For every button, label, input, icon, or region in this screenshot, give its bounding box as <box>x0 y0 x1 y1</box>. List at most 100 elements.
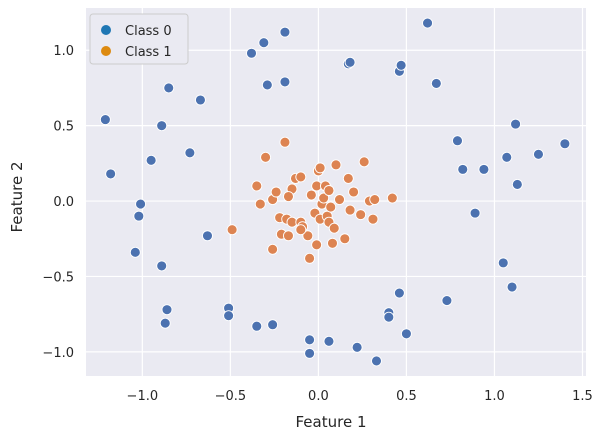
point-class-0 <box>511 179 523 190</box>
point-class-1 <box>251 180 263 192</box>
point-class-1 <box>260 151 272 163</box>
point-class-0 <box>161 304 173 316</box>
legend: Class 0 Class 1 <box>89 13 189 65</box>
point-class-0 <box>156 260 168 272</box>
point-class-1 <box>325 201 337 213</box>
point-class-0 <box>267 319 279 331</box>
point-class-0 <box>351 341 363 353</box>
x-tick-label: 0.5 <box>396 389 417 404</box>
point-class-0 <box>441 295 453 307</box>
point-class-0 <box>163 82 175 94</box>
point-class-1 <box>323 185 335 196</box>
legend-marker-class-1 <box>101 46 111 56</box>
x-tick-label: 1.0 <box>484 389 505 404</box>
point-class-0 <box>393 287 405 299</box>
point-class-0 <box>478 163 490 175</box>
point-class-0 <box>457 163 469 175</box>
point-class-1 <box>355 209 367 221</box>
y-tick-label: 0.0 <box>53 195 74 210</box>
plot-area <box>86 8 586 376</box>
point-class-0 <box>133 210 145 222</box>
point-class-0 <box>279 76 291 88</box>
point-class-1 <box>267 243 279 255</box>
point-class-0 <box>145 154 157 166</box>
y-axis-ticks: −1.0 −0.5 0.0 0.5 1.0 <box>42 44 74 361</box>
point-class-0 <box>202 230 213 242</box>
point-class-0 <box>246 47 257 59</box>
point-class-0 <box>469 207 481 219</box>
point-class-0 <box>430 77 442 89</box>
y-tick-label: 1.0 <box>53 44 74 59</box>
y-tick-label: −1.0 <box>42 346 74 361</box>
point-class-1 <box>283 230 294 242</box>
x-axis-ticks: −1.0 −0.5 0.0 0.5 1.0 1.5 <box>127 389 593 404</box>
y-axis-label: Feature 2 <box>8 162 26 233</box>
y-tick-label: 0.5 <box>53 120 74 135</box>
point-class-0 <box>304 334 316 346</box>
point-class-0 <box>533 148 544 160</box>
point-class-0 <box>156 120 168 132</box>
point-class-1 <box>344 204 356 216</box>
data-points <box>99 17 571 367</box>
x-tick-label: −1.0 <box>127 389 159 404</box>
point-class-0 <box>99 114 111 126</box>
point-class-0 <box>251 320 263 332</box>
point-class-0 <box>371 355 382 367</box>
legend-marker-class-0 <box>101 25 111 35</box>
x-axis-label: Feature 1 <box>296 413 367 431</box>
point-class-0 <box>497 257 509 269</box>
x-tick-label: 0.0 <box>308 389 329 404</box>
x-tick-label: 1.5 <box>572 389 593 404</box>
point-class-0 <box>510 118 522 130</box>
point-class-1 <box>305 189 317 201</box>
point-class-1 <box>279 136 291 148</box>
x-tick-label: −0.5 <box>215 389 247 404</box>
point-class-1 <box>318 192 330 204</box>
point-class-0 <box>129 246 141 258</box>
point-class-0 <box>559 138 571 150</box>
point-class-0 <box>258 37 270 49</box>
point-class-0 <box>422 17 433 29</box>
point-class-1 <box>330 159 342 171</box>
legend-label-class-1: Class 1 <box>125 45 172 60</box>
point-class-0 <box>159 317 171 329</box>
point-class-1 <box>327 237 338 249</box>
point-class-0 <box>400 328 412 340</box>
point-class-0 <box>304 347 316 359</box>
point-class-1 <box>283 191 294 202</box>
point-class-1 <box>314 162 326 174</box>
point-class-0 <box>194 94 206 106</box>
point-class-0 <box>105 168 117 180</box>
point-class-1 <box>295 224 307 236</box>
point-class-1 <box>302 230 314 242</box>
point-class-1 <box>270 186 282 198</box>
legend-box <box>89 13 189 65</box>
point-class-0 <box>395 59 407 71</box>
point-class-0 <box>344 56 356 68</box>
point-class-0 <box>506 281 518 293</box>
point-class-1 <box>304 252 316 264</box>
point-class-1 <box>369 194 381 205</box>
grid-lines <box>86 8 586 376</box>
point-class-0 <box>184 147 196 159</box>
point-class-0 <box>452 135 463 147</box>
point-class-0 <box>223 310 235 322</box>
legend-label-class-0: Class 0 <box>125 24 172 39</box>
point-class-0 <box>383 311 395 323</box>
point-class-1 <box>334 194 345 205</box>
point-class-0 <box>135 198 147 210</box>
point-class-1 <box>295 171 307 183</box>
point-class-1 <box>311 239 323 251</box>
point-class-1 <box>358 156 370 168</box>
point-class-0 <box>261 79 273 91</box>
point-class-1 <box>226 224 238 236</box>
point-class-1 <box>342 172 354 184</box>
point-class-1 <box>254 198 266 210</box>
point-class-0 <box>501 151 513 163</box>
point-class-0 <box>323 335 335 347</box>
y-tick-label: −0.5 <box>42 270 74 285</box>
point-class-1 <box>386 192 398 204</box>
point-class-1 <box>339 233 351 245</box>
point-class-1 <box>348 186 360 198</box>
